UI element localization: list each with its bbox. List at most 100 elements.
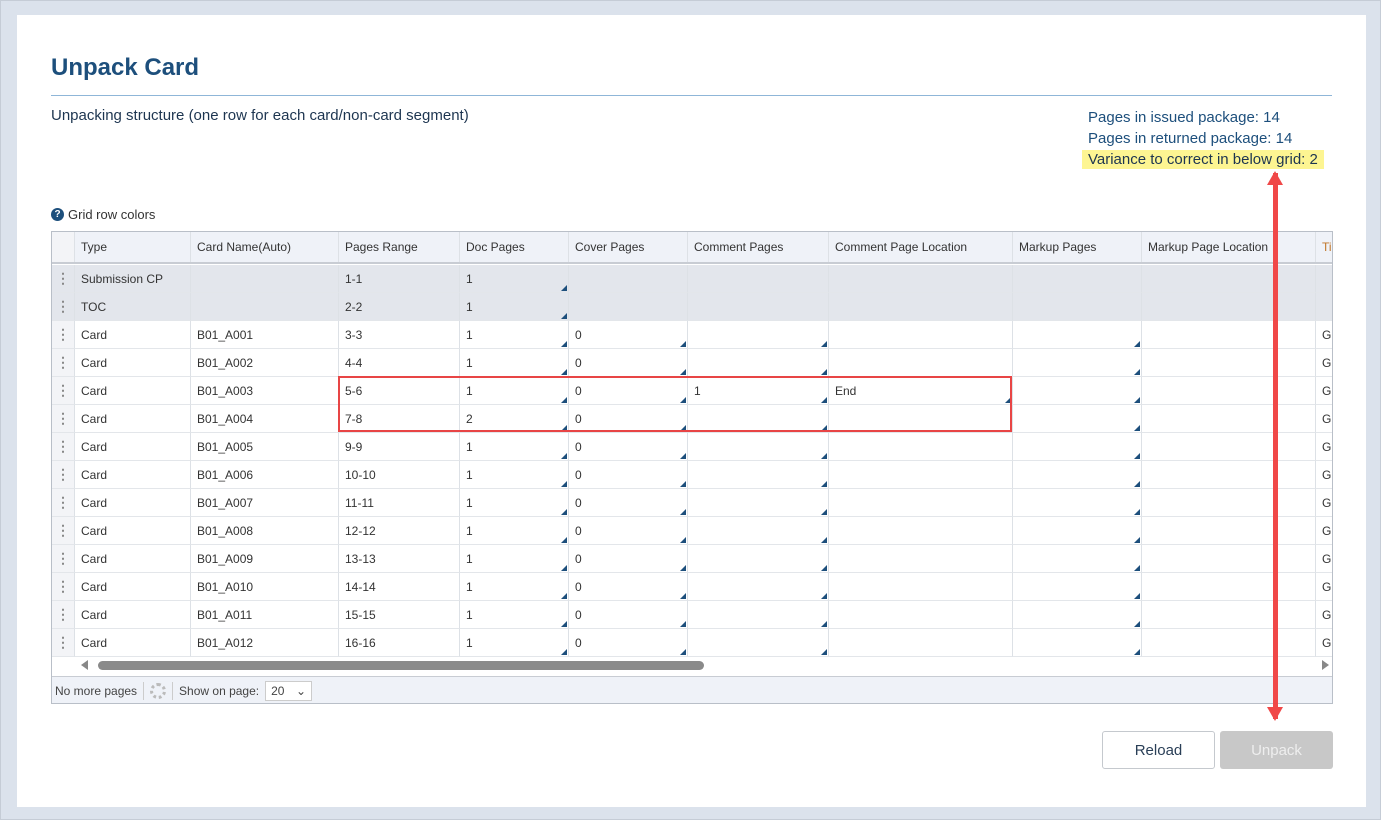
table-row[interactable]: ⋮ Card B01_A005 9-9 1 0 G (52, 433, 1332, 461)
cell-mpages[interactable] (1013, 433, 1142, 461)
cell-mloc[interactable] (1142, 489, 1316, 517)
cell-cover[interactable]: 0 (569, 349, 688, 377)
cell-mpages[interactable] (1013, 321, 1142, 349)
cell-mloc[interactable] (1142, 629, 1316, 657)
cell-cloc[interactable] (829, 545, 1013, 573)
cell-mpages[interactable] (1013, 545, 1142, 573)
column-header-ti[interactable]: Ti (1316, 232, 1332, 262)
cell-doc[interactable]: 2 (460, 405, 569, 433)
cell-cloc[interactable] (829, 321, 1013, 349)
table-row[interactable]: ⋮ Card B01_A007 11-11 1 0 G (52, 489, 1332, 517)
cell-mpages[interactable] (1013, 601, 1142, 629)
cell-cover[interactable]: 0 (569, 629, 688, 657)
cell-doc[interactable]: 1 (460, 601, 569, 629)
table-row[interactable]: ⋮ Card B01_A009 13-13 1 0 G (52, 545, 1332, 573)
column-header-cpages[interactable]: Comment Pages (688, 232, 829, 262)
cell-cover[interactable]: 0 (569, 321, 688, 349)
cell-cover[interactable]: 0 (569, 517, 688, 545)
cell-cloc[interactable] (829, 433, 1013, 461)
cell-mpages[interactable] (1013, 629, 1142, 657)
reload-button[interactable]: Reload (1102, 731, 1215, 769)
cell-doc[interactable]: 1 (460, 573, 569, 601)
cell-mloc[interactable] (1142, 461, 1316, 489)
cell-mloc[interactable] (1142, 601, 1316, 629)
cell-mpages[interactable] (1013, 573, 1142, 601)
drag-handle-icon[interactable]: ⋮ (52, 461, 75, 489)
cell-mloc[interactable] (1142, 433, 1316, 461)
scrollbar-thumb[interactable] (98, 661, 704, 670)
cell-mloc[interactable] (1142, 405, 1316, 433)
cell-cloc[interactable] (829, 629, 1013, 657)
cell-doc[interactable]: 1 (460, 433, 569, 461)
column-header-type[interactable]: Type (75, 232, 191, 262)
cell-cover[interactable]: 0 (569, 377, 688, 405)
table-row[interactable]: ⋮ Card B01_A010 14-14 1 0 G (52, 573, 1332, 601)
table-row[interactable]: ⋮ Card B01_A008 12-12 1 0 G (52, 517, 1332, 545)
cell-cloc[interactable] (829, 461, 1013, 489)
column-header-doc[interactable]: Doc Pages (460, 232, 569, 262)
cell-cpages[interactable] (688, 293, 829, 321)
cell-cloc[interactable] (829, 517, 1013, 545)
table-row[interactable]: ⋮ Card B01_A006 10-10 1 0 G (52, 461, 1332, 489)
table-row[interactable]: ⋮ TOC 2-2 1 (52, 293, 1332, 321)
drag-handle-icon[interactable]: ⋮ (52, 489, 75, 517)
page-size-select[interactable]: 20 ⌄ (265, 680, 313, 701)
cell-doc[interactable]: 1 (460, 489, 569, 517)
cell-doc[interactable]: 1 (460, 349, 569, 377)
cell-cpages[interactable] (688, 433, 829, 461)
cell-mpages[interactable] (1013, 293, 1142, 321)
cell-cpages[interactable] (688, 349, 829, 377)
cell-cpages[interactable] (688, 601, 829, 629)
horizontal-scrollbar[interactable] (75, 658, 1332, 672)
cell-mpages[interactable] (1013, 377, 1142, 405)
column-header-name[interactable]: Card Name(Auto) (191, 232, 339, 262)
drag-handle-icon[interactable]: ⋮ (52, 265, 75, 293)
cell-cover[interactable]: 0 (569, 601, 688, 629)
cell-cover[interactable] (569, 293, 688, 321)
cell-cover[interactable]: 0 (569, 573, 688, 601)
cell-cover[interactable]: 0 (569, 545, 688, 573)
table-row[interactable]: ⋮ Card B01_A003 5-6 1 0 1 End G (52, 377, 1332, 405)
cell-doc[interactable]: 1 (460, 545, 569, 573)
column-header-cover[interactable]: Cover Pages (569, 232, 688, 262)
table-row[interactable]: ⋮ Card B01_A001 3-3 1 0 G (52, 321, 1332, 349)
cell-mloc[interactable] (1142, 293, 1316, 321)
drag-handle-icon[interactable]: ⋮ (52, 517, 75, 545)
scroll-left-icon[interactable] (81, 660, 88, 670)
table-row[interactable]: ⋮ Card B01_A002 4-4 1 0 G (52, 349, 1332, 377)
cell-mloc[interactable] (1142, 573, 1316, 601)
cell-doc[interactable]: 1 (460, 265, 569, 293)
drag-handle-icon[interactable]: ⋮ (52, 377, 75, 405)
column-header-cloc[interactable]: Comment Page Location (829, 232, 1013, 262)
cell-cloc[interactable] (829, 349, 1013, 377)
cell-mloc[interactable] (1142, 265, 1316, 293)
cell-cpages[interactable] (688, 629, 829, 657)
cell-cloc[interactable] (829, 405, 1013, 433)
drag-handle-icon[interactable]: ⋮ (52, 629, 75, 657)
cell-doc[interactable]: 1 (460, 517, 569, 545)
cell-cloc[interactable]: End (829, 377, 1013, 405)
cell-mpages[interactable] (1013, 265, 1142, 293)
cell-mloc[interactable] (1142, 545, 1316, 573)
cell-mloc[interactable] (1142, 349, 1316, 377)
drag-handle-icon[interactable]: ⋮ (52, 601, 75, 629)
cell-cloc[interactable] (829, 265, 1013, 293)
drag-handle-icon[interactable]: ⋮ (52, 405, 75, 433)
drag-handle-icon[interactable]: ⋮ (52, 545, 75, 573)
table-row[interactable]: ⋮ Card B01_A012 16-16 1 0 G (52, 629, 1332, 657)
drag-handle-icon[interactable]: ⋮ (52, 321, 75, 349)
drag-handle-icon[interactable]: ⋮ (52, 433, 75, 461)
cell-cpages[interactable] (688, 489, 829, 517)
cell-cpages[interactable] (688, 461, 829, 489)
grid-row-colors-link[interactable]: ? Grid row colors (51, 207, 155, 222)
cell-cover[interactable]: 0 (569, 461, 688, 489)
cell-mpages[interactable] (1013, 461, 1142, 489)
column-header-range[interactable]: Pages Range (339, 232, 460, 262)
column-header-mloc[interactable]: Markup Page Location (1142, 232, 1316, 262)
cell-cloc[interactable] (829, 573, 1013, 601)
cell-cover[interactable]: 0 (569, 489, 688, 517)
table-row[interactable]: ⋮ Card B01_A004 7-8 2 0 G (52, 405, 1332, 433)
cell-cover[interactable]: 0 (569, 433, 688, 461)
cell-mloc[interactable] (1142, 377, 1316, 405)
cell-cpages[interactable]: 1 (688, 377, 829, 405)
